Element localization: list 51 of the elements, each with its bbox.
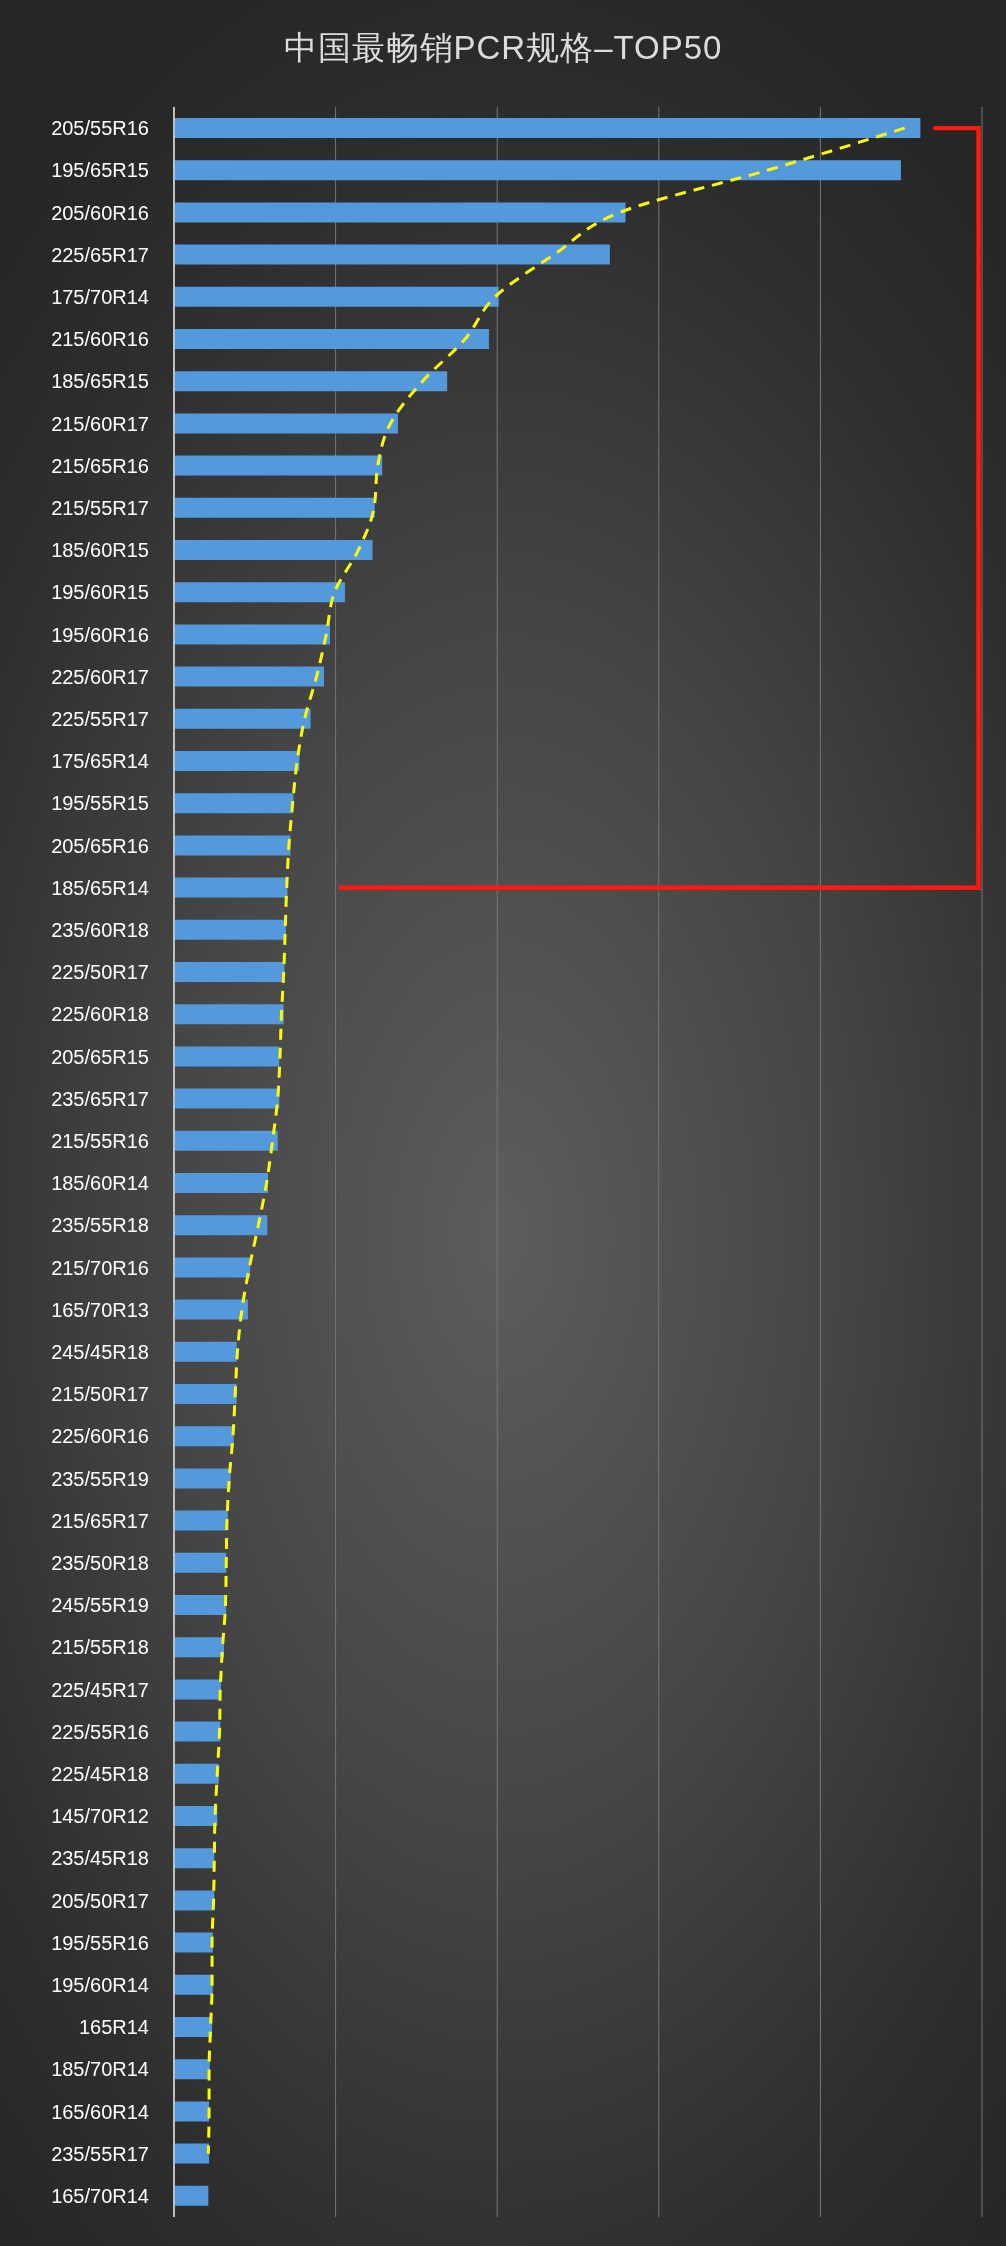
y-tick-label: 195/60R14 <box>51 1973 149 1996</box>
y-tick-label: 185/65R14 <box>51 876 149 899</box>
y-tick-label: 175/65R14 <box>51 750 149 773</box>
y-tick-label: 215/60R16 <box>51 328 149 351</box>
y-tick-label: 225/45R18 <box>51 1762 149 1785</box>
y-tick-label: 235/50R18 <box>51 1551 149 1574</box>
y-tick-label: 195/60R15 <box>51 581 149 604</box>
y-tick-label: 225/60R16 <box>51 1425 149 1448</box>
chart-title: 中国最畅销PCR规格–TOP50 <box>282 28 724 68</box>
y-tick-label: 195/55R15 <box>51 792 149 815</box>
y-tick-label: 165/70R14 <box>51 2184 149 2207</box>
y-tick-label: 185/60R15 <box>51 539 149 562</box>
y-tick-label: 185/60R14 <box>51 1172 149 1195</box>
y-tick-label: 165R14 <box>78 2016 149 2039</box>
y-tick-label: 215/50R17 <box>51 1383 149 1406</box>
y-tick-label: 245/55R19 <box>51 1594 149 1617</box>
y-tick-label: 205/60R16 <box>51 201 149 224</box>
y-tick-label: 225/55R16 <box>51 1720 149 1743</box>
y-tick-label: 205/50R17 <box>51 1889 149 1912</box>
y-tick-label: 215/70R16 <box>51 1256 149 1279</box>
y-tick-label: 235/55R18 <box>51 1214 149 1237</box>
y-tick-label: 165/60R14 <box>51 2100 149 2123</box>
y-tick-label: 145/70R12 <box>51 1805 149 1828</box>
y-tick-label: 215/65R16 <box>51 454 149 477</box>
y-tick-label: 215/65R17 <box>51 1509 149 1532</box>
y-tick-label: 225/45R17 <box>51 1678 149 1701</box>
y-tick-label: 235/65R17 <box>51 1087 149 1110</box>
y-tick-label: 225/50R17 <box>51 961 149 984</box>
y-tick-label: 235/55R19 <box>51 1467 149 1490</box>
y-tick-label: 185/70R14 <box>51 2058 149 2081</box>
y-tick-label: 235/55R17 <box>51 2142 149 2165</box>
y-tick-label: 175/70R14 <box>51 285 149 308</box>
y-tick-label: 215/55R18 <box>51 1636 149 1659</box>
y-tick-label: 225/55R17 <box>51 707 149 730</box>
y-tick-label: 235/45R18 <box>51 1847 149 1870</box>
y-tick-label: 225/65R17 <box>51 243 149 266</box>
y-tick-label: 245/45R18 <box>51 1340 149 1363</box>
y-tick-label: 205/65R15 <box>51 1045 149 1068</box>
y-tick-label: 215/55R16 <box>51 1129 149 1152</box>
y-tick-label: 195/55R16 <box>51 1931 149 1954</box>
y-tick-label: 225/60R18 <box>51 1003 149 1026</box>
y-tick-label: 195/65R15 <box>51 159 149 182</box>
y-tick-label: 195/60R16 <box>51 623 149 646</box>
y-tick-label: 235/60R18 <box>51 918 149 941</box>
y-tick-label: 165/70R13 <box>51 1298 149 1321</box>
y-tick-label: 215/60R17 <box>51 412 149 435</box>
y-tick-label: 225/60R17 <box>51 665 149 688</box>
y-tick-label: 215/55R17 <box>51 496 149 519</box>
y-tick-label: 205/65R16 <box>51 834 149 857</box>
y-tick-label: 185/65R15 <box>51 370 149 393</box>
y-tick-label: 205/55R16 <box>51 117 149 140</box>
